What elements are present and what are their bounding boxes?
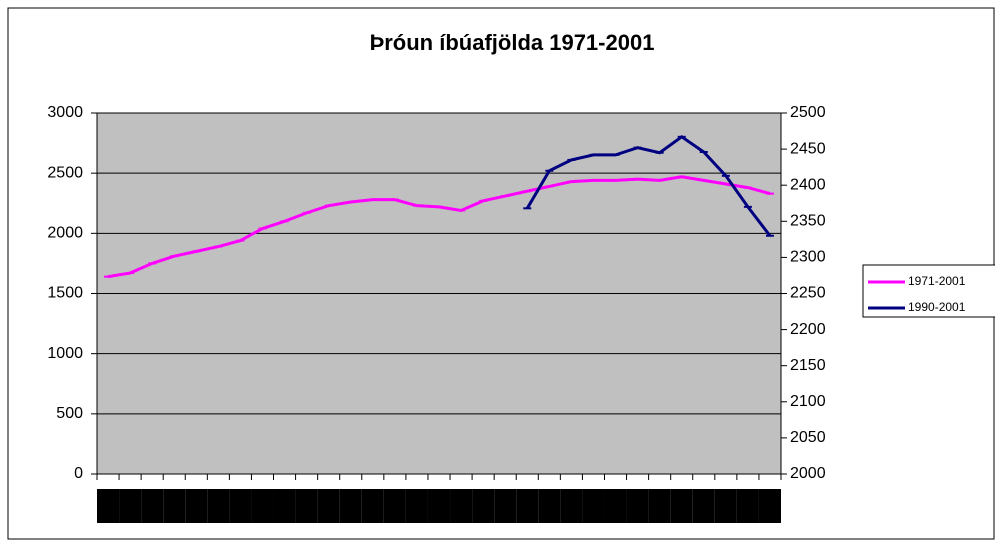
redacted-label — [185, 489, 208, 523]
redacted-label — [207, 489, 230, 523]
y2-tick-label: 2300 — [790, 249, 826, 266]
y2-tick-label: 2250 — [790, 285, 826, 302]
redacted-label — [472, 489, 495, 523]
redacted-label — [339, 489, 362, 523]
series-line — [525, 134, 772, 237]
y2-tick-label: 2500 — [790, 104, 826, 121]
y2-tick-label: 2150 — [790, 357, 826, 374]
y2-tick-label: 2200 — [790, 321, 826, 338]
redacted-label — [538, 489, 561, 523]
chart-title: Þróun íbúafjölda 1971-2001 — [370, 30, 655, 55]
y2-tick-label: 2350 — [790, 213, 826, 230]
y-tick-label: 1500 — [47, 285, 83, 302]
y-tick-label: 3000 — [47, 104, 83, 121]
redacted-label — [692, 489, 715, 523]
redacted-label — [494, 489, 517, 523]
redacted-label — [626, 489, 649, 523]
redacted-label — [97, 489, 120, 523]
redacted-label — [714, 489, 737, 523]
redacted-label — [670, 489, 693, 523]
legend-label: 1990-2001 — [908, 300, 966, 314]
redacted-label — [163, 489, 186, 523]
y-tick-label: 2000 — [47, 225, 83, 242]
redacted-label — [648, 489, 671, 523]
y-tick-label: 500 — [56, 405, 83, 422]
redacted-label — [758, 489, 781, 523]
redacted-label — [450, 489, 473, 523]
redacted-label — [229, 489, 252, 523]
redacted-label — [427, 489, 451, 523]
y-tick-label: 2500 — [47, 164, 83, 181]
y2-tick-label: 2400 — [790, 176, 826, 193]
redacted-label — [273, 489, 296, 523]
redacted-label — [295, 489, 318, 523]
y2-tick-label: 2000 — [790, 465, 826, 482]
redacted-label — [317, 489, 340, 523]
y2-tick-label: 2100 — [790, 393, 826, 410]
y-tick-label: 1000 — [47, 345, 83, 362]
redacted-label — [604, 489, 627, 523]
redacted-label — [251, 489, 274, 523]
redacted-label — [141, 489, 164, 523]
redacted-label — [736, 489, 759, 523]
y-tick-label: 0 — [74, 465, 83, 482]
redacted-label — [516, 489, 539, 523]
redacted-label — [560, 489, 583, 523]
redacted-label — [383, 489, 406, 523]
legend-label: 1971-2001 — [908, 274, 966, 288]
redacted-label — [119, 489, 142, 523]
redacted-label — [405, 489, 428, 523]
y2-tick-label: 2050 — [790, 429, 826, 446]
redacted-label — [582, 489, 605, 523]
y2-tick-label: 2450 — [790, 140, 826, 157]
redacted-label — [361, 489, 384, 523]
